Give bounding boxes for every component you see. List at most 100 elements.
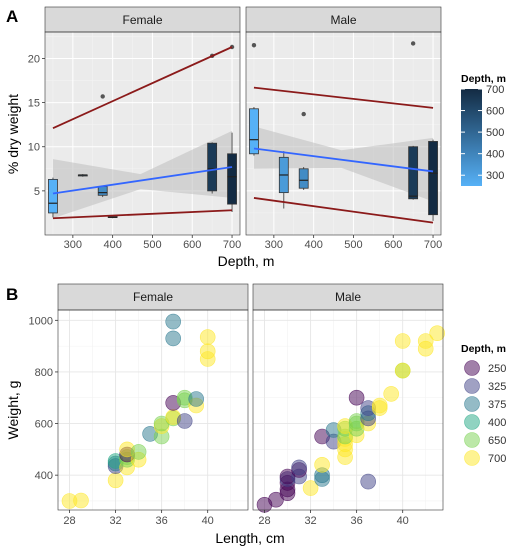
box xyxy=(207,142,218,192)
legend-b-label: 325 xyxy=(488,381,506,393)
x-tick-label-a: 400 xyxy=(304,239,322,251)
panel-a-male-plot: Male xyxy=(245,6,442,236)
x-tick-label-b: 36 xyxy=(156,515,168,527)
y-tick-label-b: 600 xyxy=(35,419,53,431)
x-tick-label-a: 300 xyxy=(64,239,82,251)
legend-b-key xyxy=(464,450,480,466)
y-tick-label-a: 5 xyxy=(34,186,40,198)
legend-a-tick-label: 600 xyxy=(486,106,504,118)
y-axis-title-a: % dry weight xyxy=(5,94,21,174)
y-tick-label-b: 400 xyxy=(35,470,53,482)
x-tick-label-b: 28 xyxy=(258,515,270,527)
box xyxy=(97,186,108,196)
regression-line xyxy=(253,147,434,173)
facet-strip-male-b xyxy=(252,283,444,311)
legend-b-key xyxy=(464,414,480,430)
upper-bound-line xyxy=(52,46,233,130)
legend-b-label: 700 xyxy=(488,453,506,465)
panel-b-female-plot: Female xyxy=(57,283,249,511)
legend-b-key xyxy=(464,396,480,412)
panel-a-female-border xyxy=(44,31,241,236)
facet-label-male-a: Male xyxy=(330,13,356,27)
regression-line xyxy=(52,166,233,195)
data-point xyxy=(199,329,216,345)
data-point xyxy=(291,459,307,476)
y-tick-label-a: 15 xyxy=(28,98,40,110)
box xyxy=(48,178,58,214)
legend-a-tick-label: 500 xyxy=(486,127,504,139)
panel-b-male-border xyxy=(252,309,444,511)
data-point xyxy=(73,492,89,509)
data-point xyxy=(417,333,434,349)
y-tick-label-b: 800 xyxy=(35,367,53,379)
legend-b-title: Depth, m xyxy=(461,343,506,355)
facet-label-male-b: Male xyxy=(335,290,361,304)
data-point xyxy=(302,480,319,496)
panel-b-female-background xyxy=(58,310,248,510)
data-point xyxy=(394,333,411,349)
legend-b-label: 250 xyxy=(488,363,506,375)
panel-b-female-border xyxy=(57,309,249,511)
panel-a-female-plot: Female xyxy=(44,6,241,236)
outlier-point xyxy=(100,94,105,99)
lower-bound-line xyxy=(52,209,233,220)
x-tick-label-b: 40 xyxy=(397,515,409,527)
legend-a-tick-label: 700 xyxy=(486,84,504,96)
outlier-point xyxy=(251,43,257,48)
data-point xyxy=(165,330,181,347)
data-point xyxy=(348,389,365,406)
x-tick-label-a: 600 xyxy=(183,239,201,251)
data-point xyxy=(383,386,400,402)
legend-b-key xyxy=(464,360,480,376)
x-tick-label-a: 400 xyxy=(103,239,121,251)
legend-b-key xyxy=(464,378,480,394)
facet-strip-female-a xyxy=(44,6,241,33)
panel-b-male-plot: Male xyxy=(252,283,446,513)
box xyxy=(408,146,419,200)
legend-b: Depth, m 250 325 375 400 650 700 xyxy=(461,343,506,466)
panel-a-male-border xyxy=(245,31,442,236)
x-tick-label-b: 40 xyxy=(202,515,214,527)
x-tick-label-a: 600 xyxy=(384,239,402,251)
x-axis-title-a: Depth, m xyxy=(218,253,275,269)
facet-label-female-a: Female xyxy=(122,13,162,27)
x-tick-label-a: 300 xyxy=(265,239,283,251)
box xyxy=(298,168,309,189)
data-point xyxy=(188,391,204,407)
data-point xyxy=(199,343,216,360)
lower-bound-line xyxy=(253,197,434,224)
facet-label-female-b: Female xyxy=(133,290,173,304)
x-tick-label-b: 32 xyxy=(304,515,316,527)
data-point xyxy=(429,325,446,342)
x-tick-label-a: 500 xyxy=(143,239,161,251)
legend-a-tick-label: 400 xyxy=(486,149,504,161)
y-tick-label-b: 1000 xyxy=(29,315,53,327)
x-axis-title-b: Length, cm xyxy=(215,530,284,546)
legend-b-label: 400 xyxy=(488,417,506,429)
data-point xyxy=(130,444,147,460)
legend-a-colorbar xyxy=(461,89,482,186)
facet-strip-female-b xyxy=(57,283,249,311)
legend-a-title: Depth, m xyxy=(461,73,506,85)
data-point xyxy=(394,362,411,379)
data-point xyxy=(176,413,193,429)
y-axis-title-b: Weight, g xyxy=(5,381,21,440)
legend-a-tick-label: 300 xyxy=(486,170,504,182)
data-point xyxy=(371,397,388,414)
x-tick-label-b: 36 xyxy=(351,515,363,527)
y-tick-label-a: 10 xyxy=(28,142,40,154)
box xyxy=(227,153,237,205)
x-tick-label-b: 28 xyxy=(63,515,75,527)
facet-strip-male-a xyxy=(245,6,442,33)
legend-b-label: 650 xyxy=(488,435,506,447)
legend-b-label: 375 xyxy=(488,399,506,411)
outlier-point xyxy=(410,41,416,46)
upper-bound-line xyxy=(253,86,434,109)
legend-b-key xyxy=(464,432,480,448)
data-point xyxy=(165,313,181,330)
panel-label-a: A xyxy=(6,7,18,26)
outlier-point xyxy=(301,111,306,117)
box xyxy=(249,108,259,155)
box xyxy=(428,141,438,216)
